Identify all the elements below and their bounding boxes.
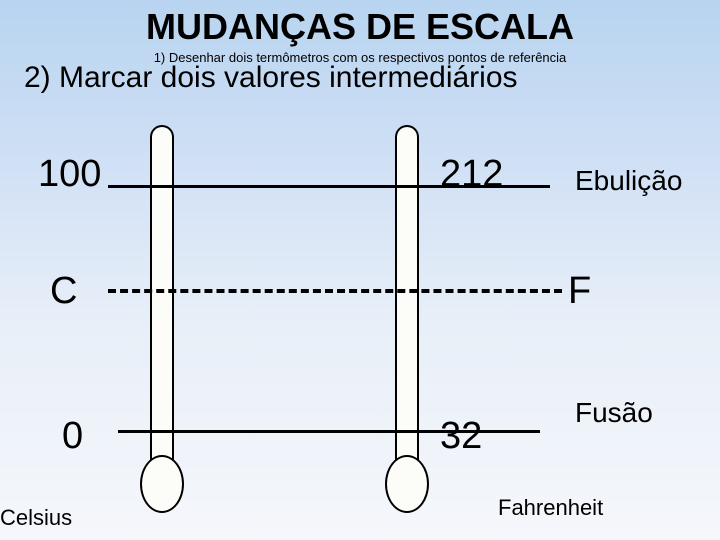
thermometer-left-bulb <box>140 455 184 513</box>
thermometer-right <box>395 125 419 465</box>
thermometer-right-bulb <box>385 455 429 513</box>
thermometer-right-tube <box>395 125 419 465</box>
scale-name-celsius: Celsius <box>0 505 72 531</box>
value-fahrenheit-fusion: 32 <box>440 415 482 458</box>
main-title: MUDANÇAS DE ESCALA <box>0 0 720 48</box>
thermometer-diagram: 100 212 0 32 Ebulição Fusão C F Celsius … <box>0 125 720 540</box>
label-boiling: Ebulição <box>575 165 682 197</box>
variable-celsius: C <box>50 270 77 313</box>
intermediate-dashed-line <box>108 289 562 293</box>
value-celsius-fusion: 0 <box>62 415 83 458</box>
label-fusion: Fusão <box>575 397 653 429</box>
value-fahrenheit-boiling: 212 <box>440 153 503 196</box>
thermometer-left <box>150 125 174 465</box>
variable-fahrenheit: F <box>568 270 591 313</box>
scale-name-fahrenheit: Fahrenheit <box>498 495 603 521</box>
subtitle-step2: 2) Marcar dois valores intermediários <box>0 61 720 95</box>
thermometer-left-tube <box>150 125 174 465</box>
value-celsius-boiling: 100 <box>38 153 101 196</box>
